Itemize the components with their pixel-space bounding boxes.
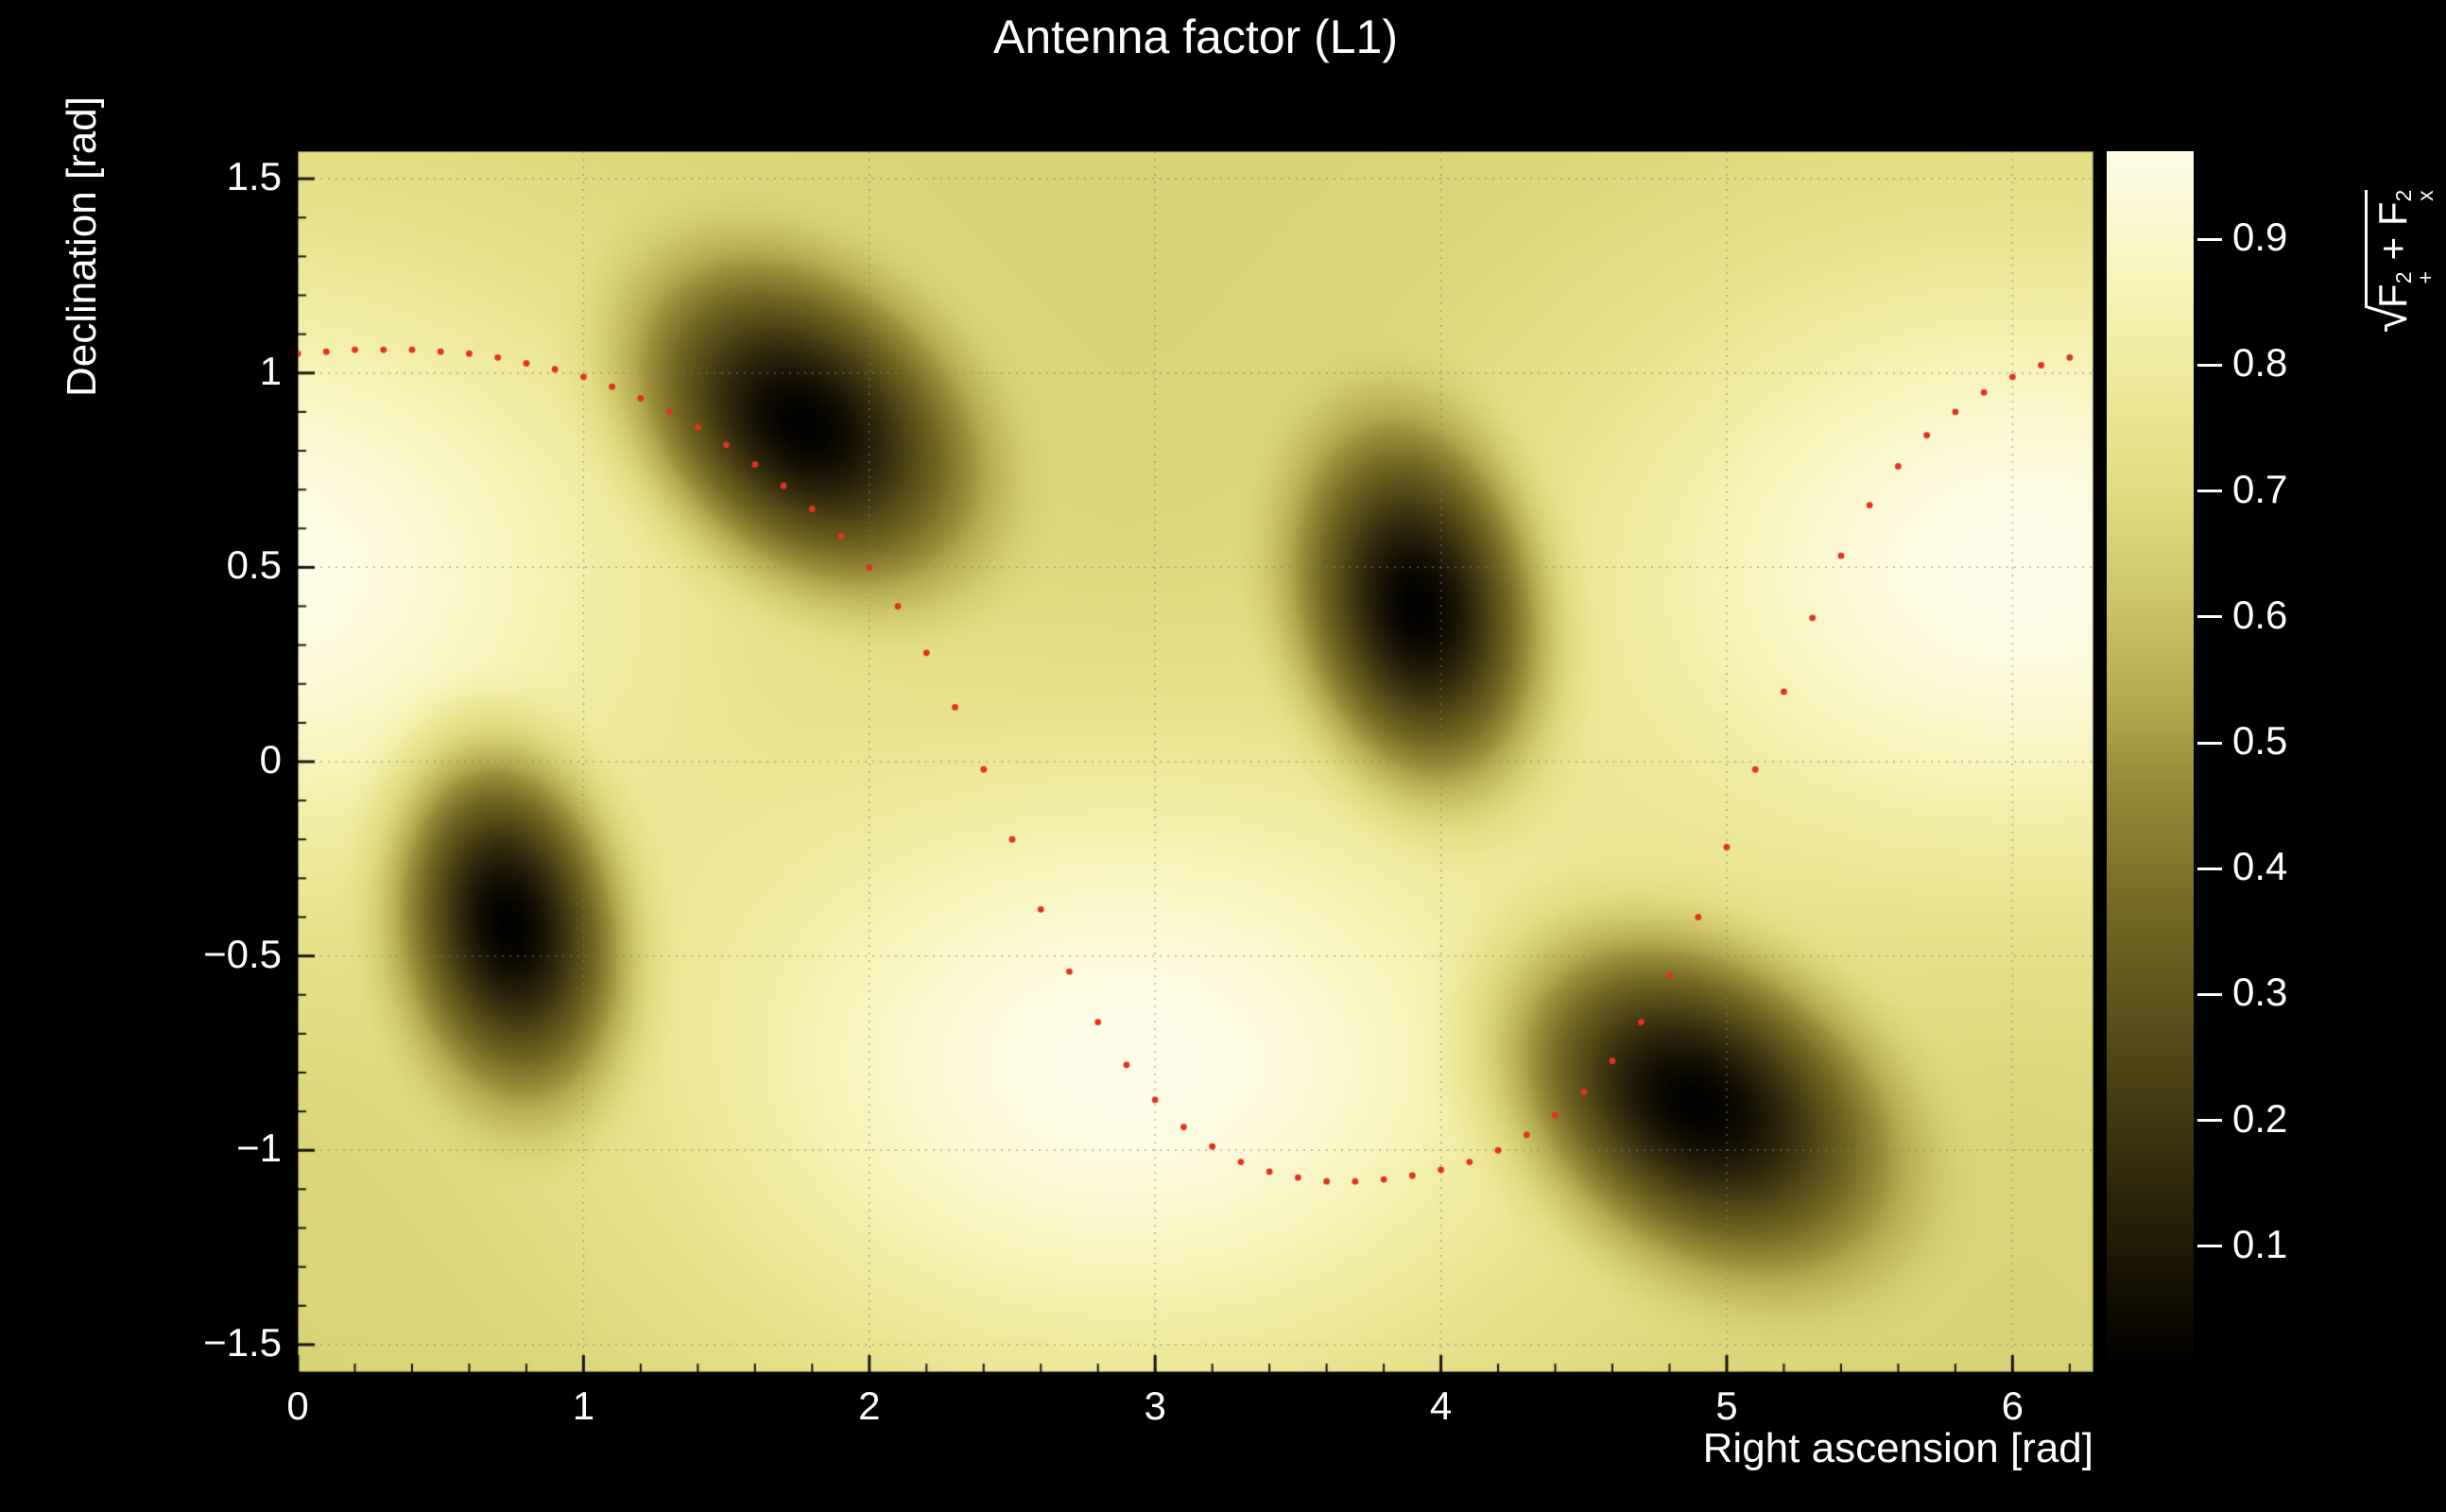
f-plus-scripts: 2 + <box>2391 271 2438 284</box>
chart-title: Antenna factor (L1) <box>992 10 1399 63</box>
colorbar-tick-mark <box>2197 867 2222 870</box>
colorbar-tick-mark <box>2197 1119 2222 1123</box>
z-tick-label: 0.8 <box>2232 340 2288 386</box>
y-tick-label: 1 <box>259 348 282 393</box>
heatmap-canvas <box>298 151 2093 1372</box>
x-axis-title: Right ascension [rad] <box>1702 1425 2093 1471</box>
y-tick-label: −1.5 <box>203 1319 282 1365</box>
z-tick-label: 0.6 <box>2232 592 2288 637</box>
y-tick-label: −1 <box>236 1125 282 1171</box>
z-tick-label: 0.4 <box>2232 844 2288 889</box>
f-cross-subscript: x <box>2413 190 2438 201</box>
y-axis-title: Declination [rad] <box>59 96 105 397</box>
y-tick-label: 0.5 <box>226 542 282 588</box>
plot-area <box>298 151 2093 1372</box>
y-tick-label: 0 <box>259 737 282 782</box>
z-tick-label: 0.5 <box>2232 718 2288 764</box>
x-tick-label: 3 <box>1144 1383 1166 1428</box>
x-tick-label: 5 <box>1715 1383 1738 1428</box>
f-cross-superscript: 2 <box>2391 189 2417 202</box>
z-tick-label: 0.7 <box>2232 466 2288 511</box>
x-tick-label: 6 <box>2001 1383 2024 1428</box>
y-tick-label: 1.5 <box>226 154 282 199</box>
x-tick-label: 0 <box>286 1383 309 1428</box>
colorbar-tick-mark <box>2197 490 2222 493</box>
f-plus-subscript: + <box>2413 271 2438 284</box>
f-plus-symbol: F <box>2370 284 2415 309</box>
x-tick-label: 2 <box>858 1383 881 1428</box>
y-tick-label: −0.5 <box>203 931 282 976</box>
colorbar-tick-mark <box>2197 741 2222 745</box>
colorbar-tick-mark <box>2197 992 2222 996</box>
colorbar-tick-mark <box>2197 615 2222 619</box>
plus-operator: + <box>2370 226 2415 272</box>
z-tick-label: 0.9 <box>2232 215 2288 260</box>
z-tick-label: 0.2 <box>2232 1095 2288 1141</box>
colorbar-tick-mark <box>2197 363 2222 367</box>
colorbar-tick-mark <box>2197 237 2222 241</box>
colorbar <box>2107 151 2194 1372</box>
sqrt-radical-icon: √ <box>2362 305 2418 333</box>
x-tick-label: 1 <box>572 1383 595 1428</box>
x-tick-label: 4 <box>1429 1383 1453 1428</box>
colorbar-tick-mark <box>2197 1245 2222 1248</box>
f-cross-symbol: F <box>2370 201 2415 227</box>
z-tick-label: 0.1 <box>2232 1221 2288 1266</box>
z-tick-label: 0.3 <box>2232 970 2288 1015</box>
f-plus-superscript: 2 <box>2391 271 2417 284</box>
